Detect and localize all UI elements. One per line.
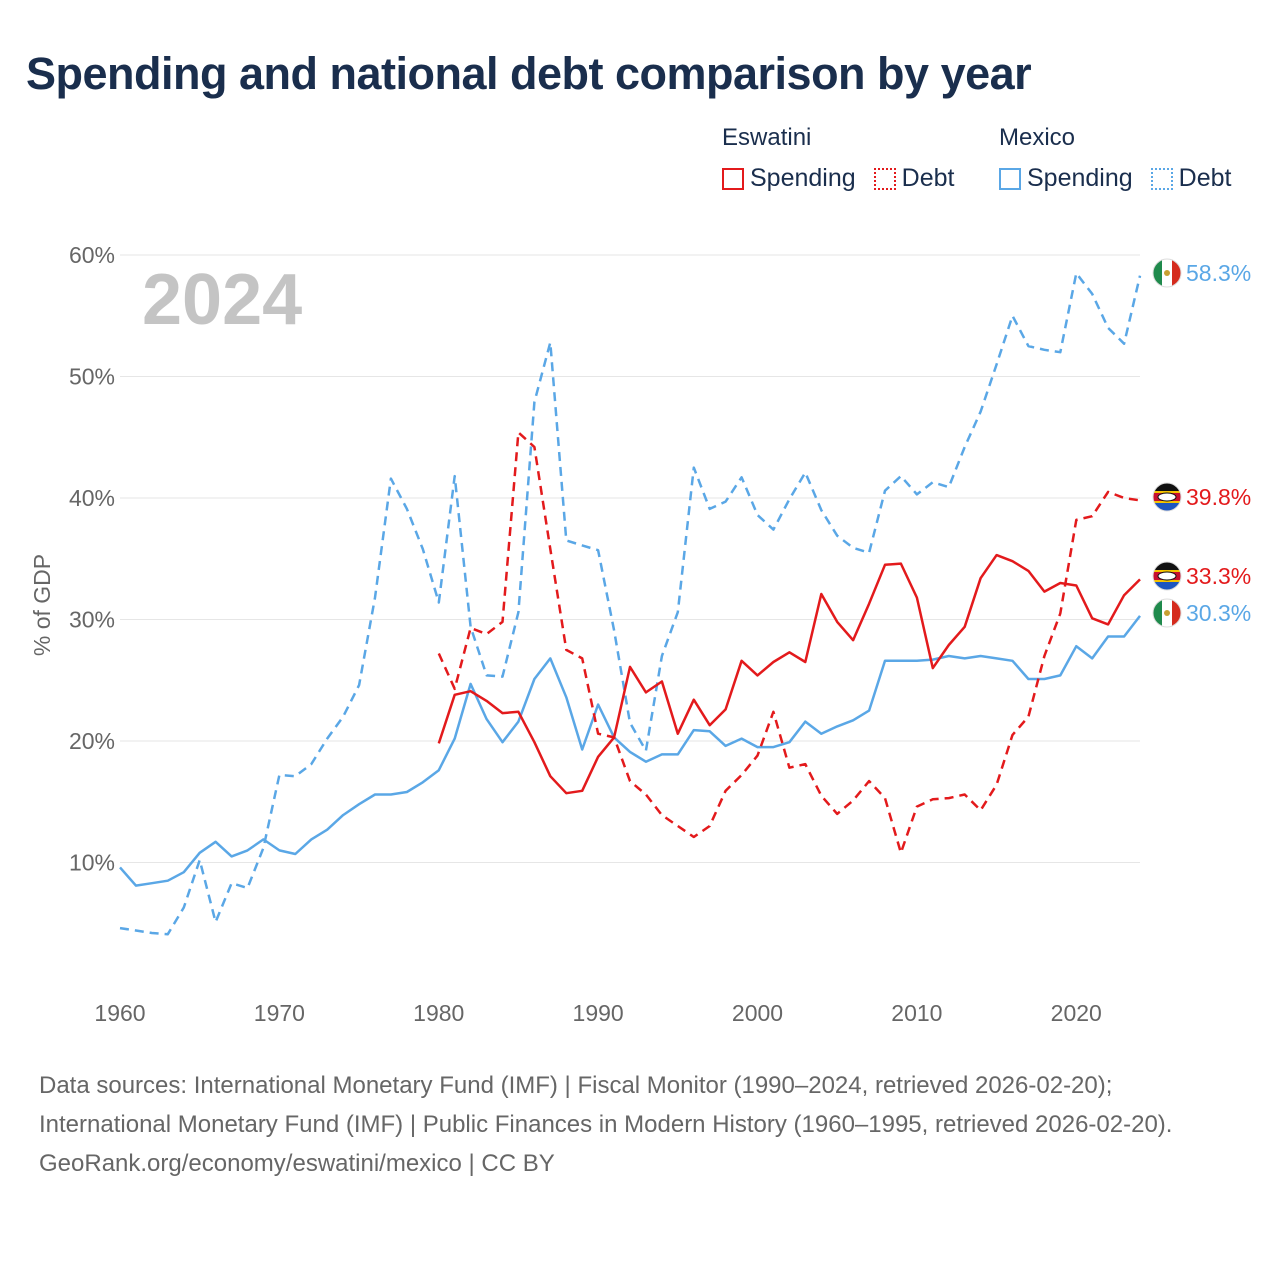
y-tick-label: 40% xyxy=(69,485,115,511)
y-tick-label: 30% xyxy=(69,607,115,633)
legend-mexico: Mexico Spending Debt xyxy=(999,124,1231,193)
eswatini-spending-line xyxy=(437,553,1141,795)
legend-eswatini-spending-label: Spending xyxy=(750,164,856,192)
mexico-spending-line xyxy=(119,615,1141,887)
chart-title: Spending and national debt comparison by… xyxy=(26,48,1032,99)
legend-eswatini-debt[interactable]: Debt xyxy=(873,164,955,193)
legend-mexico-spending-label: Spending xyxy=(1027,164,1133,192)
x-tick-label: 1970 xyxy=(254,1000,305,1026)
y-axis-label: % of GDP xyxy=(29,554,55,656)
mexico-flag-icon xyxy=(1152,258,1182,288)
credit-link[interactable]: GeoRank.org/economy/eswatini/mexico | CC… xyxy=(39,1150,555,1177)
legend-eswatini-label: Eswatini xyxy=(722,124,812,151)
mexico-debt-line xyxy=(119,271,1142,936)
legend-eswatini-debt-label: Debt xyxy=(901,164,955,192)
legend-mexico-debt[interactable]: Debt xyxy=(1150,164,1232,193)
y-tick-label: 10% xyxy=(69,850,115,876)
footer: Data sources: International Monetary Fun… xyxy=(39,1066,1239,1183)
x-tick-label: 1990 xyxy=(573,1000,624,1026)
end-label-eswatini-debt: 39.8% xyxy=(1186,484,1251,510)
line-chart: 10% 20% 30% 40% 50% 60% 1960 1970 1980 1990 2000 20… xyxy=(29,242,1251,1026)
data-sources: Data sources: International Monetary Fun… xyxy=(39,1072,1173,1138)
legend-eswatini-spending[interactable]: Spending xyxy=(722,164,856,193)
legend-mexico-spending[interactable]: Spending xyxy=(999,164,1133,193)
end-label-mexico-debt: 58.3% xyxy=(1186,260,1251,286)
eswatini-debt-swatch xyxy=(873,167,896,190)
eswatini-debt-line xyxy=(437,431,1141,855)
year-watermark: 2024 xyxy=(142,260,302,340)
mexico-spending-swatch xyxy=(999,167,1021,190)
grid-layer: 10% 20% 30% 40% 50% 60% 1960 1970 1980 1990 2000 20… xyxy=(69,242,1140,1026)
eswatini-flag-icon xyxy=(1152,482,1182,512)
mexico-flag-icon xyxy=(1152,598,1182,628)
x-tick-label: 2020 xyxy=(1051,1000,1102,1026)
end-label-eswatini-spending: 33.3% xyxy=(1186,563,1251,589)
eswatini-spending-swatch xyxy=(722,167,744,190)
x-tick-label: 2000 xyxy=(732,1000,783,1026)
mexico-debt-swatch xyxy=(1150,167,1173,190)
x-tick-label: 2010 xyxy=(891,1000,942,1026)
eswatini-flag-icon xyxy=(1152,561,1182,591)
legend-mexico-debt-label: Debt xyxy=(1178,164,1232,192)
x-tick-label: 1960 xyxy=(94,1000,145,1026)
y-tick-label: 60% xyxy=(69,242,115,268)
series-layer xyxy=(119,271,1142,936)
legend-eswatini: Eswatini Spending Debt xyxy=(722,124,954,193)
legend-mexico-label: Mexico xyxy=(999,124,1076,151)
y-tick-label: 50% xyxy=(69,364,115,390)
x-tick-label: 1980 xyxy=(413,1000,464,1026)
y-tick-label: 20% xyxy=(69,728,115,754)
end-label-layer: 58.3% 39.8% 33.3% 30.3% xyxy=(1152,258,1251,628)
end-label-mexico-spending: 30.3% xyxy=(1186,600,1251,626)
